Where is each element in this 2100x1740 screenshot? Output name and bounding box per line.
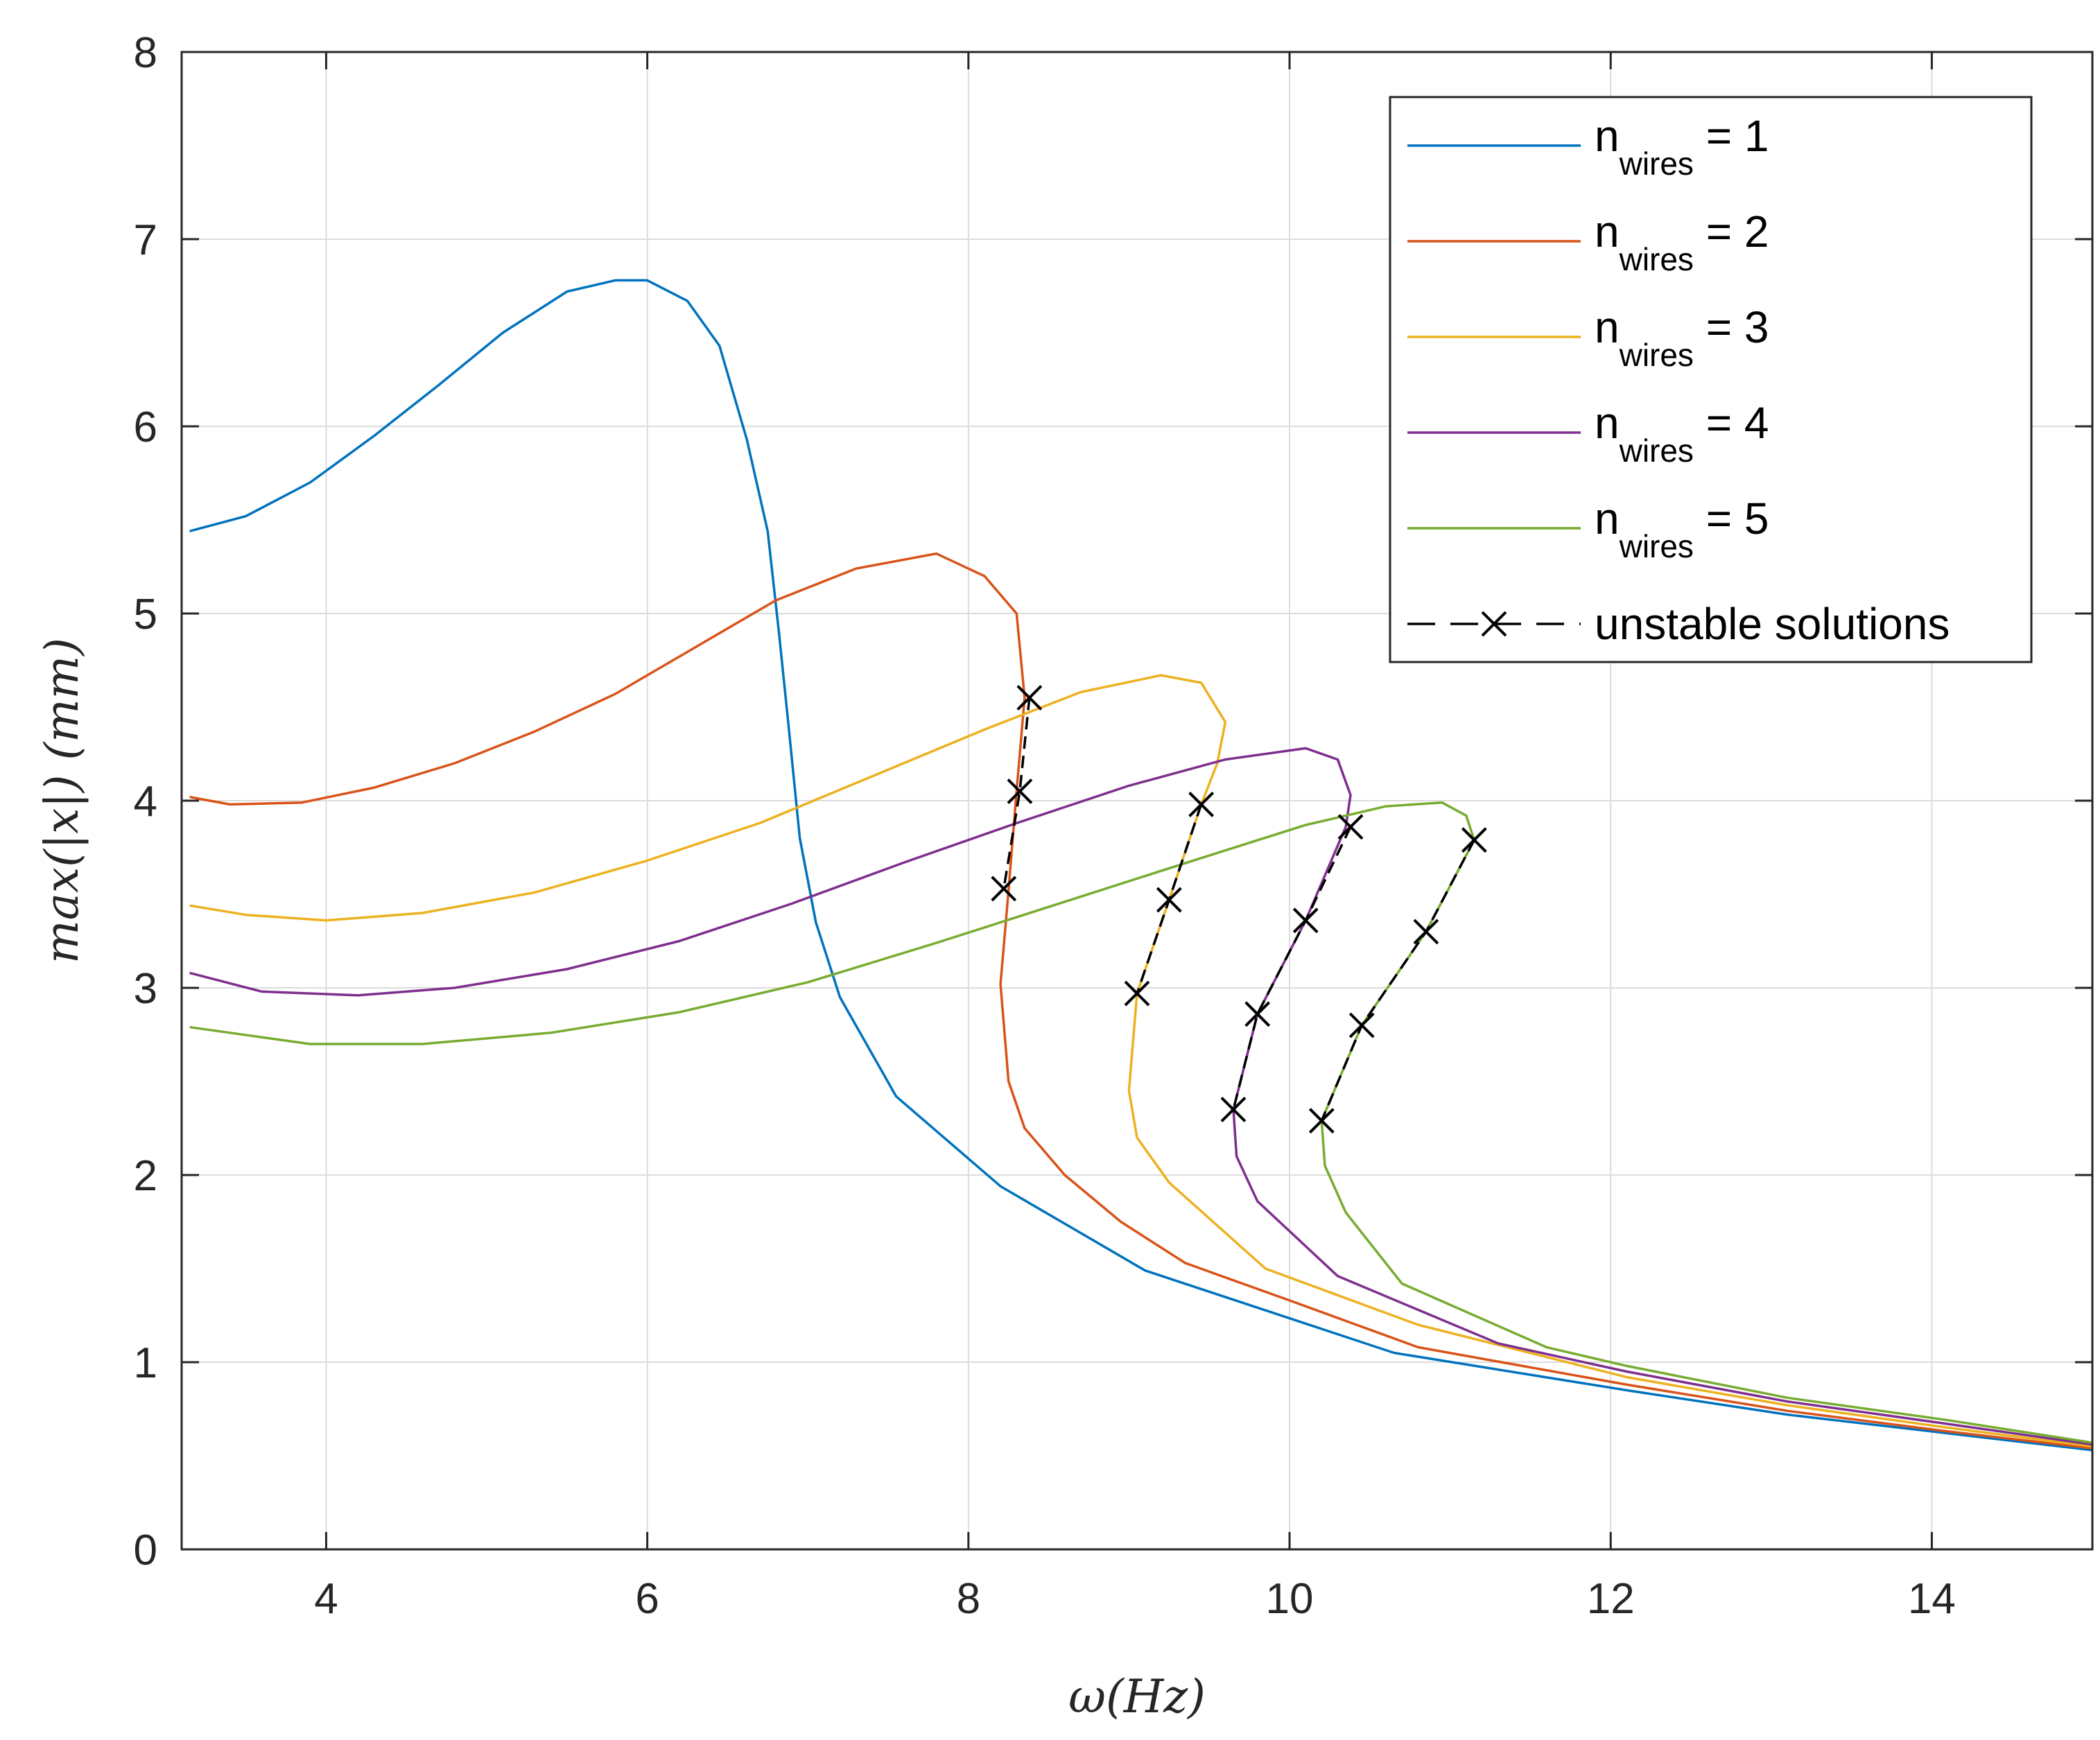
ticks (182, 51, 2092, 1551)
series-line-3 (189, 674, 2093, 1448)
x-tick-label: 14 (1908, 1575, 1956, 1623)
series-line-4 (189, 747, 2093, 1446)
unstable-marker (1413, 919, 1439, 945)
legend-label-3: nwires = 3 (1595, 302, 1769, 373)
legend-label-2: nwires = 2 (1595, 207, 1769, 277)
x-tick-label: 4 (314, 1575, 338, 1623)
legend: nwires = 1 nwires = 2 nwires = 3 nwires = 4… (1389, 96, 2033, 663)
unstable-segment-1 (1003, 697, 1031, 889)
x-tick-label: 10 (1266, 1575, 1314, 1623)
unstable-marker (1007, 778, 1033, 804)
y-tick-label: 0 (134, 1526, 157, 1574)
unstable-layer (991, 685, 1487, 1134)
y-tick-label: 5 (134, 591, 157, 638)
y-tick-label: 7 (134, 216, 157, 264)
y-tick-label: 2 (134, 1152, 157, 1200)
x-tick-label: 12 (1587, 1575, 1635, 1623)
y-tick-label: 3 (134, 965, 157, 1013)
unstable-marker (1337, 814, 1364, 840)
unstable-marker (1156, 887, 1182, 913)
series-line-1 (189, 279, 2093, 1452)
series-line-5 (189, 801, 2093, 1444)
legend-unstable-marker (1481, 611, 1507, 637)
unstable-marker (1244, 1001, 1271, 1027)
x-tick-label: 6 (635, 1575, 659, 1623)
series-line-2 (189, 552, 2093, 1450)
y-tick-label: 4 (134, 778, 157, 826)
series-layer (189, 279, 2093, 1452)
unstable-marker (991, 876, 1017, 902)
unstable-marker (1461, 827, 1487, 853)
y-tick-label: 1 (134, 1339, 157, 1387)
unstable-marker (1016, 685, 1043, 711)
unstable-marker (1220, 1097, 1247, 1122)
legend-label-5: nwires = 5 (1595, 494, 1769, 564)
legend-label-4: nwires = 4 (1595, 398, 1769, 469)
unstable-marker (1188, 791, 1215, 817)
unstable-marker (1124, 980, 1150, 1007)
legend-label-unstable: unstable solutions (1595, 599, 1950, 649)
unstable-marker (1292, 907, 1319, 934)
unstable-marker (1348, 1012, 1375, 1038)
legend-label-1: nwires = 1 (1595, 111, 1769, 182)
y-tick-label: 6 (134, 403, 157, 451)
x-tick-label: 8 (957, 1575, 980, 1623)
legend-box (1389, 96, 2033, 663)
y-tick-label: 8 (134, 29, 157, 77)
y-axis-label: max(|x|) (mm) (35, 638, 89, 964)
unstable-segment-4 (1320, 839, 1475, 1122)
x-axis-label: ω(Hz) (1068, 1670, 1206, 1723)
unstable-segment-3 (1232, 826, 1352, 1110)
unstable-marker (1308, 1108, 1335, 1134)
